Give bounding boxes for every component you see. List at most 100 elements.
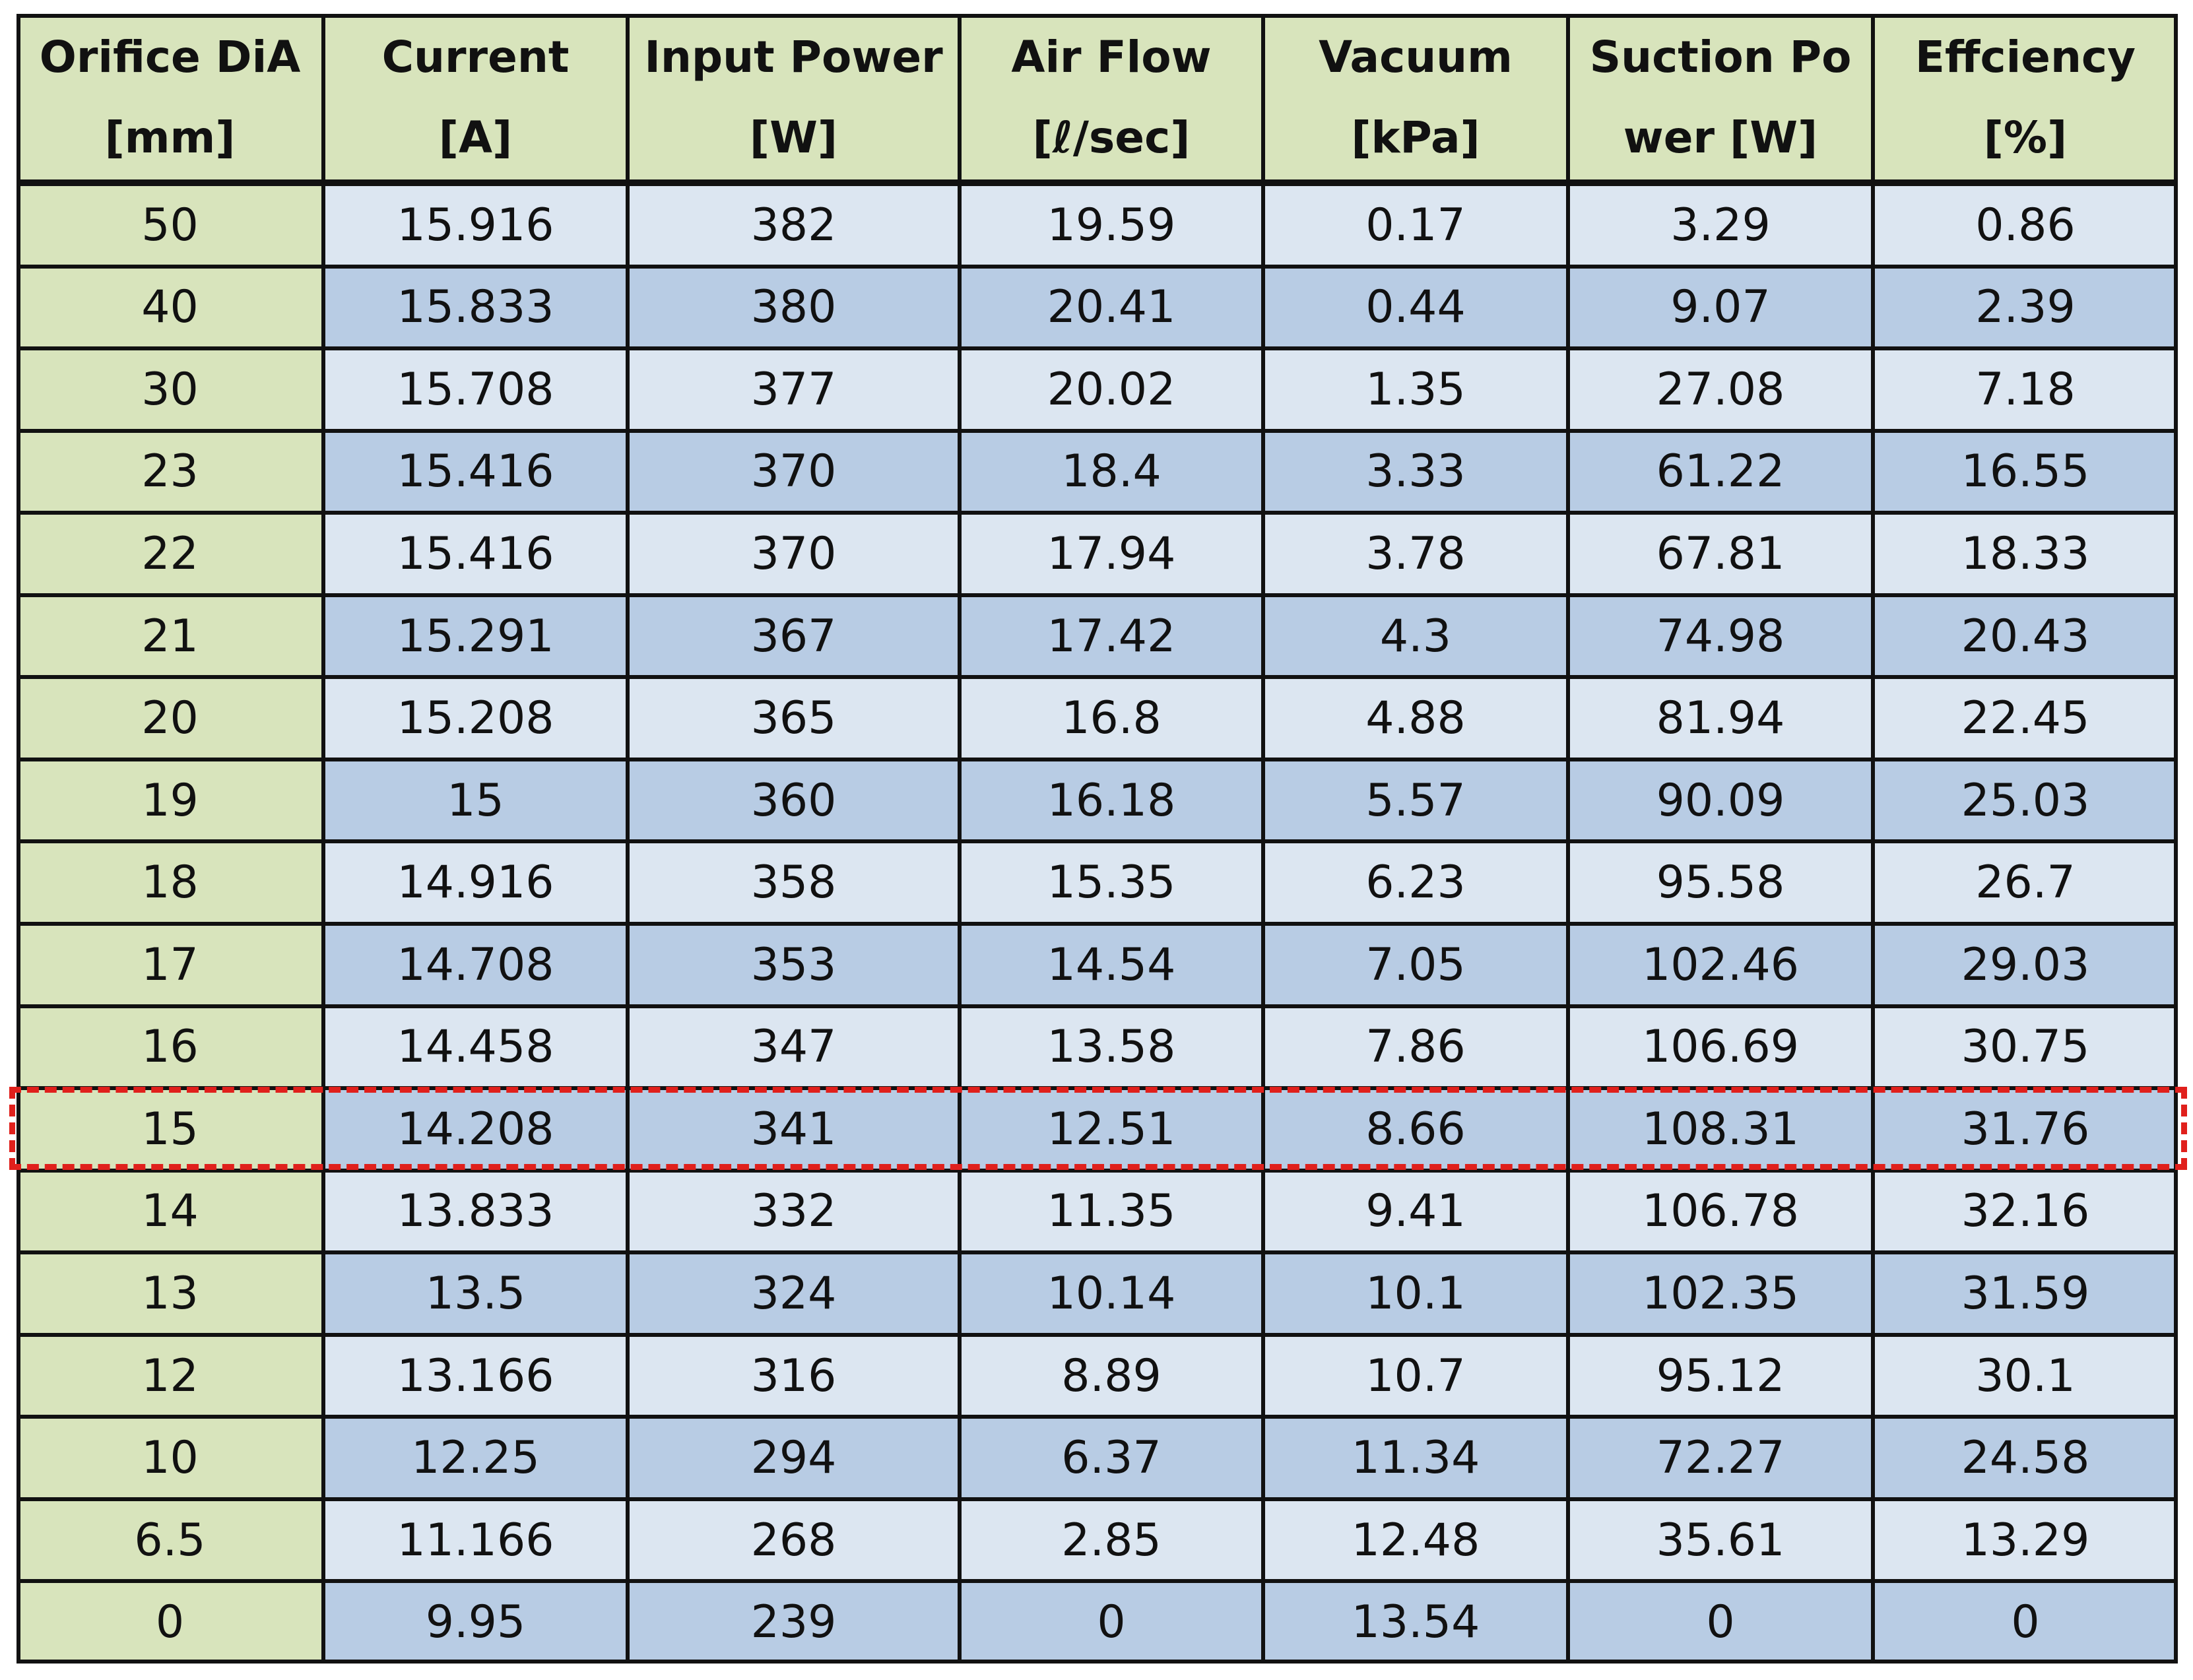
table-cell: 16.55 [1873, 430, 2178, 513]
table-cell: 14.916 [323, 841, 628, 924]
cell-text: 11.34 [1351, 1432, 1480, 1485]
table-cell: 15.833 [323, 266, 628, 349]
cell-text: 0 [2011, 1596, 2040, 1649]
table-cell: 4.88 [1263, 677, 1568, 759]
cell-text: 8.66 [1365, 1103, 1466, 1155]
cell-text: 13.54 [1351, 1596, 1480, 1649]
table-cell: 7.18 [1873, 348, 2178, 431]
table-cell: 35.61 [1568, 1499, 1873, 1582]
cell-text: 15.833 [397, 281, 554, 334]
table-cell: 7.05 [1263, 924, 1568, 1006]
table-cell: 61.22 [1568, 430, 1873, 513]
header-cell: Air Flow [ℓ/sec] [960, 14, 1263, 184]
header-text: [mm] [104, 112, 236, 163]
table-cell: 239 [628, 1581, 960, 1664]
table-cell: 10 [16, 1417, 323, 1499]
header-cell: Orifice DiA [mm] [16, 14, 323, 184]
table-cell: 40 [16, 266, 323, 349]
table-cell: 353 [628, 924, 960, 1006]
table-cell: 29.03 [1873, 924, 2178, 1006]
table-cell: 20 [16, 677, 323, 759]
cell-text: 81.94 [1656, 692, 1785, 745]
header-text: Suction Po [1589, 32, 1852, 82]
cell-text: 13 [141, 1267, 199, 1320]
cell-text: 3.78 [1365, 527, 1466, 580]
header-text: [A] [438, 112, 513, 163]
cell-text: 382 [750, 199, 837, 251]
cell-text: 16.18 [1047, 774, 1176, 827]
table-cell: 19.59 [960, 184, 1263, 267]
cell-text: 17.42 [1047, 610, 1176, 662]
table-cell: 17.94 [960, 513, 1263, 595]
table-cell: 13.29 [1873, 1499, 2178, 1582]
header-cell: Current [A] [323, 14, 628, 184]
table-cell: 6.5 [16, 1499, 323, 1582]
cell-text: 95.58 [1656, 856, 1785, 909]
cell-text: 365 [750, 692, 837, 745]
cell-text: 3.33 [1365, 445, 1466, 498]
table-cell: 13.166 [323, 1334, 628, 1417]
cell-text: 8.89 [1061, 1349, 1162, 1402]
table-cell: 332 [628, 1170, 960, 1253]
table-cell: 16.18 [960, 759, 1263, 842]
cell-text: 14.208 [397, 1103, 554, 1155]
cell-text: 4.3 [1379, 610, 1452, 662]
cell-text: 31.76 [1961, 1103, 2090, 1155]
cell-text: 1.35 [1365, 363, 1466, 416]
header-text: Input Power [644, 32, 943, 82]
cell-text: 35.61 [1656, 1514, 1785, 1567]
cell-text: 95.12 [1656, 1349, 1785, 1402]
table-cell: 102.46 [1568, 924, 1873, 1006]
table-cell: 12 [16, 1334, 323, 1417]
cell-text: 15 [447, 774, 504, 827]
table-cell: 11.35 [960, 1170, 1263, 1253]
cell-text: 102.46 [1642, 938, 1799, 991]
cell-text: 20.02 [1047, 363, 1176, 416]
cell-text: 18.33 [1961, 527, 2090, 580]
cell-text: 18 [141, 856, 199, 909]
table-cell: 23 [16, 430, 323, 513]
cell-text: 347 [750, 1021, 837, 1074]
cell-text: 239 [750, 1596, 837, 1649]
cell-text: 2.85 [1061, 1514, 1162, 1567]
header-cell: Input Power [W] [628, 14, 960, 184]
table-cell: 367 [628, 595, 960, 678]
table-cell: 12.48 [1263, 1499, 1568, 1582]
table-cell: 324 [628, 1252, 960, 1335]
cell-text: 67.81 [1656, 527, 1785, 580]
table-cell: 14.458 [323, 1006, 628, 1089]
table-cell: 370 [628, 513, 960, 595]
cell-text: 20 [141, 692, 199, 745]
cell-text: 4.88 [1365, 692, 1466, 745]
table-cell: 341 [628, 1088, 960, 1171]
table-cell: 22 [16, 513, 323, 595]
table-cell: 370 [628, 430, 960, 513]
header-cell: Suction Po wer [W] [1568, 14, 1873, 184]
cell-text: 12.51 [1047, 1103, 1176, 1155]
cell-text: 20.41 [1047, 281, 1176, 334]
table-cell: 3.33 [1263, 430, 1568, 513]
cell-text: 367 [750, 610, 837, 662]
table-cell: 20.43 [1873, 595, 2178, 678]
table-cell: 17 [16, 924, 323, 1006]
cell-text: 12.25 [411, 1432, 540, 1485]
cell-text: 102.35 [1642, 1267, 1799, 1320]
cell-text: 5.57 [1365, 774, 1466, 827]
cell-text: 15 [141, 1103, 199, 1155]
table-cell: 14 [16, 1170, 323, 1253]
cell-text: 0.86 [1975, 199, 2076, 251]
cell-text: 6.37 [1061, 1432, 1162, 1485]
header-text: Effciency [1915, 32, 2136, 82]
table-cell: 17.42 [960, 595, 1263, 678]
cell-text: 15.416 [397, 445, 554, 498]
table-cell: 377 [628, 348, 960, 431]
table-cell: 13.54 [1263, 1581, 1568, 1664]
cell-text: 6.5 [134, 1514, 206, 1567]
cell-text: 341 [750, 1103, 837, 1155]
table-cell: 14.708 [323, 924, 628, 1006]
table-cell: 382 [628, 184, 960, 267]
cell-text: 14.708 [397, 938, 554, 991]
table-cell: 0 [960, 1581, 1263, 1664]
table-cell: 9.41 [1263, 1170, 1568, 1253]
table-cell: 0 [1873, 1581, 2178, 1664]
